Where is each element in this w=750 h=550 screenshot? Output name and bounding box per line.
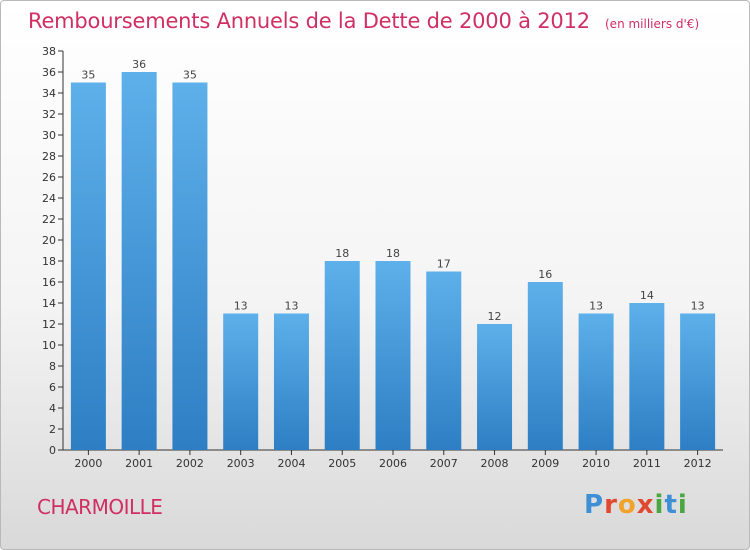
data-label-2012: 13 — [691, 300, 705, 313]
logo-letter: o — [617, 490, 637, 520]
y-tick-label: 0 — [49, 444, 56, 457]
x-tick-label: 2011 — [633, 457, 661, 470]
x-tick-label: 2010 — [582, 457, 610, 470]
bar-2000 — [70, 82, 106, 450]
y-tick-label: 4 — [49, 402, 56, 415]
y-tick-label: 30 — [42, 129, 56, 142]
chart-title: Remboursements Annuels de la Dette de 20… — [28, 9, 590, 33]
data-label-2010: 13 — [589, 300, 603, 313]
x-tick-label: 2003 — [227, 457, 255, 470]
x-tick-label: 2002 — [176, 457, 204, 470]
y-tick-label: 36 — [42, 66, 56, 79]
data-label-2003: 13 — [234, 300, 248, 313]
bars — [70, 72, 716, 450]
y-tick-label: 34 — [42, 87, 56, 100]
bar-2005 — [324, 261, 360, 450]
x-tick-label: 2006 — [379, 457, 407, 470]
y-tick-label: 24 — [42, 192, 56, 205]
data-label-2004: 13 — [284, 300, 298, 313]
y-tick-label: 14 — [42, 297, 56, 310]
bar-2004 — [273, 313, 309, 450]
y-tick-label: 12 — [42, 318, 56, 331]
bar-2008 — [477, 324, 513, 450]
bar-2007 — [426, 271, 462, 450]
proxiti-logo[interactable]: Proxiti — [584, 490, 688, 520]
data-label-2002: 35 — [183, 69, 197, 82]
data-label-2005: 18 — [335, 247, 349, 260]
y-tick-label: 18 — [42, 255, 56, 268]
bar-2002 — [172, 82, 208, 450]
data-label-2011: 14 — [640, 289, 654, 302]
x-tick-label: 2005 — [328, 457, 356, 470]
logo-letter: t — [664, 490, 678, 520]
data-label-2001: 36 — [132, 58, 146, 71]
city-name: CHARMOILLE — [37, 495, 163, 519]
x-tick-label: 2000 — [74, 457, 102, 470]
y-tick-label: 26 — [42, 171, 56, 184]
data-label-2007: 17 — [437, 258, 451, 271]
x-axis: 2000 2001 2002 2003 2004 2005 2006 2007 2008 2009… — [63, 449, 723, 470]
y-tick-label: 10 — [42, 339, 56, 352]
logo-letter: i — [677, 490, 688, 520]
y-tick-label: 20 — [42, 234, 56, 247]
logo-letter: r — [604, 490, 618, 520]
y-tick-label: 16 — [42, 276, 56, 289]
data-labels: 35 36 35 13 13 18 18 17 12 16 13 14 13 — [81, 58, 704, 323]
y-tick-label: 38 — [42, 45, 56, 58]
bar-2011 — [629, 303, 665, 450]
logo-letter: i — [654, 490, 665, 520]
logo-letter: x — [636, 490, 655, 520]
y-tick-label: 8 — [49, 360, 56, 373]
chart-header: Remboursements Annuels de la Dette de 20… — [28, 9, 699, 33]
bar-2009 — [527, 282, 563, 450]
data-label-2008: 12 — [488, 310, 502, 323]
x-tick-label: 2007 — [430, 457, 458, 470]
chart-subtitle: (en milliers d'€) — [605, 17, 700, 31]
bar-2006 — [375, 261, 411, 450]
y-tick-label: 22 — [42, 213, 56, 226]
bar-2010 — [578, 313, 614, 450]
bar-2001 — [121, 72, 157, 450]
data-label-2000: 35 — [81, 69, 95, 82]
logo-letter: P — [584, 490, 605, 520]
bar-2012 — [680, 313, 716, 450]
x-tick-label: 2001 — [125, 457, 153, 470]
x-tick-label: 2009 — [531, 457, 559, 470]
y-tick-label: 6 — [49, 381, 56, 394]
y-tick-label: 32 — [42, 108, 56, 121]
x-tick-label: 2008 — [481, 457, 509, 470]
data-label-2009: 16 — [538, 268, 552, 281]
bar-2003 — [223, 313, 259, 450]
x-tick-label: 2004 — [277, 457, 305, 470]
x-tick-label: 2012 — [684, 457, 712, 470]
y-tick-label: 28 — [42, 150, 56, 163]
y-tick-label: 2 — [49, 423, 56, 436]
data-label-2006: 18 — [386, 247, 400, 260]
